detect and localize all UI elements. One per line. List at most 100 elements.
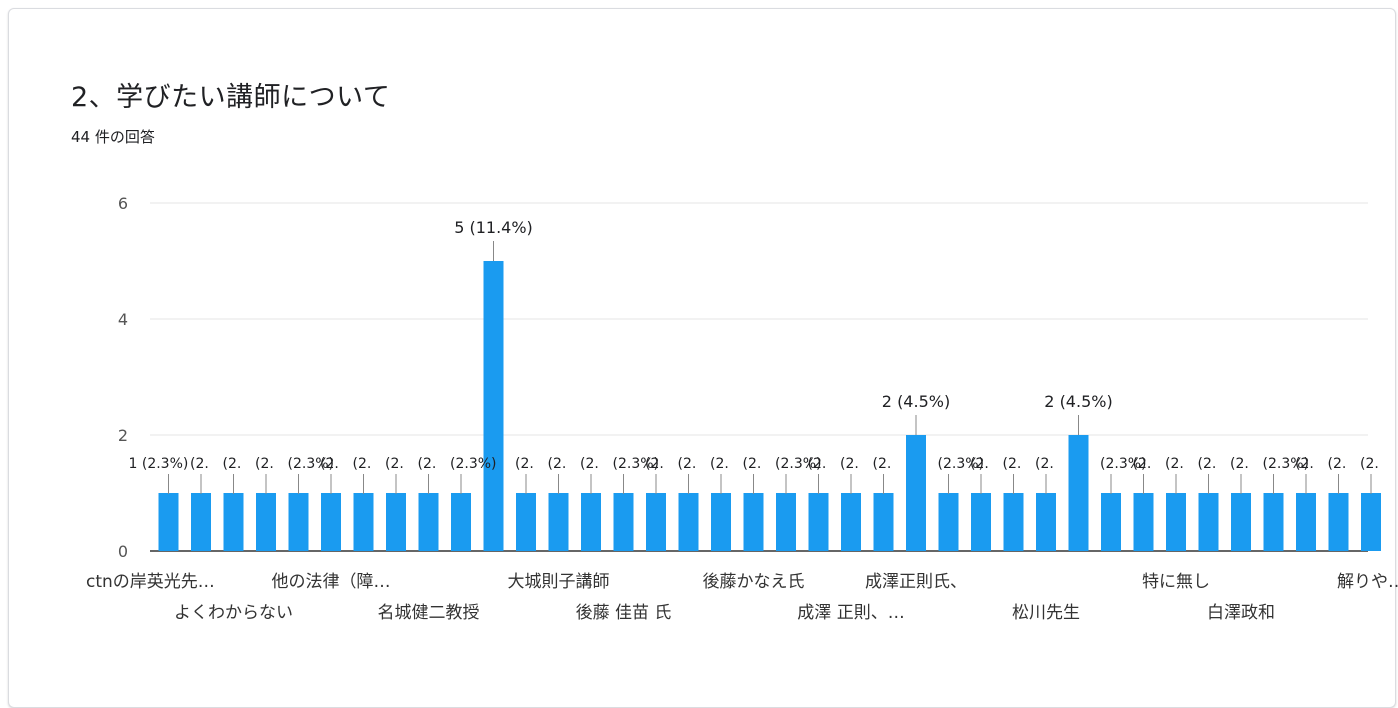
data-label: (2. [1165,456,1184,472]
bar[interactable] [1263,493,1284,551]
chart-title: 2、学びたい講師について [71,82,391,113]
bar[interactable] [223,493,244,551]
data-label: (2.3%) [450,456,497,472]
y-tick-label: 4 [118,310,128,329]
bar[interactable] [483,261,504,551]
bar[interactable] [1068,435,1089,551]
bar[interactable] [158,493,179,551]
bar[interactable] [581,493,601,551]
x-tick-label: 松川先生 [1012,603,1080,623]
data-label: (2. [223,456,242,472]
y-tick-label: 0 [118,542,128,561]
bars [158,261,1381,551]
data-label: (2. [1295,456,1314,472]
x-tick-label: 後藤かなえ氏 [703,572,805,592]
y-axis-ticks: 0 2 4 6 [118,194,128,561]
x-tick-label: 特に無し [1142,572,1210,592]
bar[interactable] [711,493,731,551]
bar[interactable] [808,493,829,551]
data-label: (2. [970,456,989,472]
data-label: (2. [385,456,404,472]
data-label: 1 (2.3%) [129,456,189,472]
data-label: 5 (11.4%) [454,218,533,237]
bar[interactable] [1361,493,1381,551]
bar[interactable] [906,435,926,551]
data-label: (2. [190,456,209,472]
y-tick-label: 6 [118,194,128,213]
data-label: (2. [645,456,664,472]
data-labels: 1 (2.3%) (2. (2. (2. (2.3%)(2. (2. (2. (2. (2.3%… [129,218,1379,494]
data-label: (2.3%) [1100,456,1147,472]
data-label: 2 (4.5%) [882,392,950,411]
bar[interactable] [1328,493,1349,551]
data-label: (2. [1133,456,1152,472]
bar[interactable] [1231,493,1251,551]
x-tick-label: 成澤 正則、… [797,603,904,623]
data-label: (2. [743,456,762,472]
bar[interactable] [1003,493,1024,551]
data-label: (2. [808,456,827,472]
bar[interactable] [678,493,699,551]
bar[interactable] [1296,493,1316,551]
bar[interactable] [1133,493,1154,551]
bar[interactable] [613,493,634,551]
bar[interactable] [191,493,211,551]
x-tick-label: 白澤政和 [1207,603,1275,623]
data-label: (2. [515,456,534,472]
bar[interactable] [288,493,309,551]
response-count: 44 件の回答 [71,128,155,146]
x-tick-label: 後藤 佳苗 氏 [576,603,672,623]
bar[interactable] [548,493,569,551]
data-label: (2.3%) [938,456,985,472]
bar[interactable] [321,493,341,551]
bar[interactable] [841,493,861,551]
bar[interactable] [386,493,406,551]
data-label: (2. [255,456,274,472]
x-tick-label: よくわからない [174,603,293,623]
chart-card: 2、学びたい講師について 44 件の回答 [8,8,1396,708]
data-label: (2. [580,456,599,472]
y-tick-label: 2 [118,426,128,445]
x-tick-label: 解りや… [1337,572,1398,592]
data-label: (2. [418,456,437,472]
x-tick-label: ctnの岸英光先… [86,572,215,592]
data-label: (2. [548,456,567,472]
x-tick-label: 名城健二教授 [378,603,480,623]
data-label: (2. [873,456,892,472]
data-label: (2. [1035,456,1054,472]
bar[interactable] [516,493,536,551]
data-label: (2. [1230,456,1249,472]
bar[interactable] [938,493,959,551]
bar[interactable] [646,493,666,551]
x-tick-label: 他の法律（障… [272,572,391,592]
bar[interactable] [1198,493,1219,551]
bar[interactable] [971,493,991,551]
bar[interactable] [353,493,374,551]
bar[interactable] [776,493,796,551]
bar[interactable] [1166,493,1186,551]
data-label: (2. [678,456,697,472]
data-label: (2. [1003,456,1022,472]
data-label: (2. [1328,456,1347,472]
data-label: (2. [840,456,859,472]
bar[interactable] [256,493,276,551]
data-label: (2.3%) [1263,456,1310,472]
bar[interactable] [451,493,471,551]
data-label: (2. [1360,456,1379,472]
bar[interactable] [1101,493,1121,551]
bar[interactable] [418,493,439,551]
data-label: (2. [353,456,372,472]
bar[interactable] [743,493,764,551]
data-label: 2 (4.5%) [1044,392,1112,411]
x-tick-label: 成澤正則氏、 [865,572,967,592]
bar[interactable] [873,493,894,551]
x-tick-label: 大城則子講師 [508,572,610,592]
data-label: (2.3%) [288,456,335,472]
bar[interactable] [1036,493,1056,551]
data-label: (2.3%) [775,456,822,472]
data-label: (2. [1198,456,1217,472]
data-label: (2.3%) [613,456,660,472]
data-label: (2. [320,456,339,472]
